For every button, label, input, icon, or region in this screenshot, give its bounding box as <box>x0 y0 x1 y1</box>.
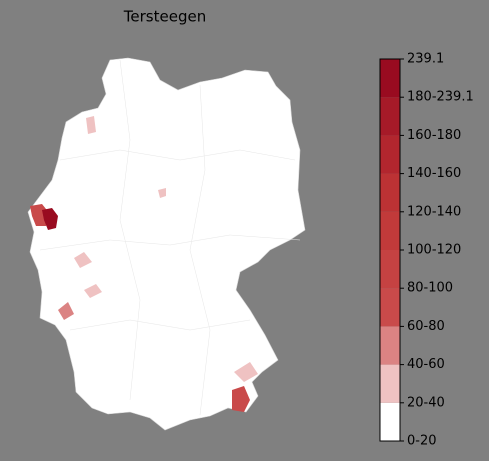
region-highlight <box>58 302 74 320</box>
colorbar-segment <box>380 59 400 98</box>
region-highlight <box>158 188 166 198</box>
colorbar-label: 120-140 <box>407 204 461 219</box>
colorbar-label: 20-40 <box>407 395 445 410</box>
region-highlight <box>74 252 92 268</box>
colorbar-segment <box>380 211 400 250</box>
colorbar-label: 140-160 <box>407 166 461 181</box>
region-highlight <box>234 362 258 382</box>
district-borders <box>39 59 301 416</box>
region-highlight <box>232 386 250 412</box>
colorbar: 0-20 20-40 40-60 60-80 80-100 100-120 120-140 1… <box>379 52 474 449</box>
colorbar-segment <box>380 288 400 327</box>
colorbar-label: 80-100 <box>407 281 453 296</box>
colorbar-label: 40-60 <box>407 357 445 372</box>
region-highlight <box>84 284 102 298</box>
country-outline <box>27 57 306 431</box>
colorbar-label: 60-80 <box>407 319 445 334</box>
colorbar-segment <box>380 402 400 441</box>
colorbar-segment <box>380 364 400 403</box>
colorbar-segment <box>380 326 400 365</box>
region-highlight <box>86 116 96 134</box>
germany-map <box>27 57 306 431</box>
colorbar-label: 0-20 <box>407 434 437 449</box>
colorbar-segment <box>380 250 400 289</box>
colorbar-segment <box>380 135 400 174</box>
colorbar-label: 100-120 <box>407 243 461 258</box>
colorbar-label: 160-180 <box>407 128 461 143</box>
colorbar-label: 239.1 <box>407 52 444 67</box>
region-highlight <box>42 208 58 230</box>
colorbar-label: 180-239.1 <box>407 90 474 105</box>
map-title: Tersteegen <box>123 8 206 26</box>
colorbar-segment <box>380 173 400 212</box>
colorbar-segment <box>380 97 400 136</box>
